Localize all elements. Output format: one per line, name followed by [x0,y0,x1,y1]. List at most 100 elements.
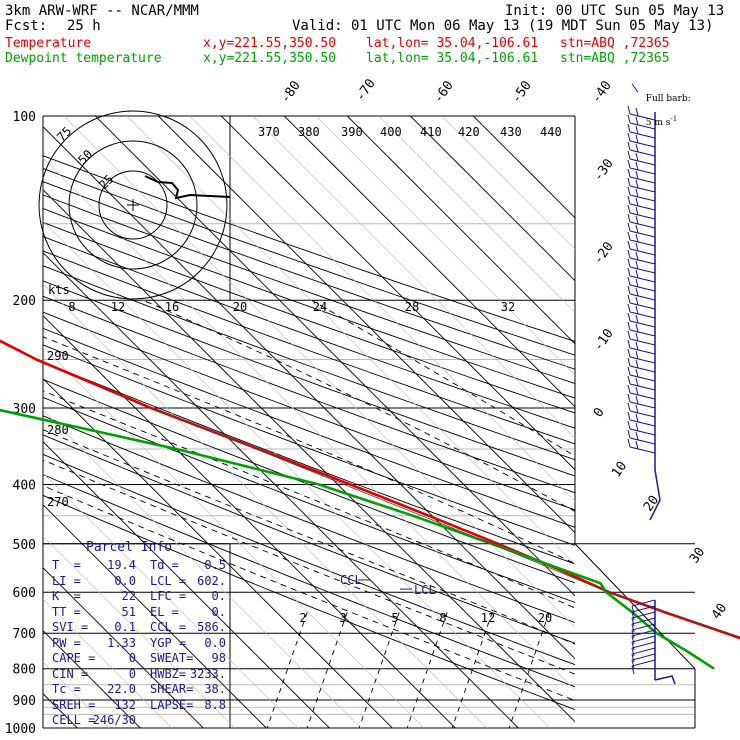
mixing-ratio-line-12 [451,609,494,728]
isotherm-label--80: -80 [278,78,304,106]
wind-barb [629,203,656,211]
temperature-legend-label: Temperature [5,36,92,51]
isotherm-label--20: -20 [591,239,617,267]
isotherm-label-20: 20 [641,493,662,514]
parcel-info-cell: LCL = [150,573,187,588]
wind-barb-flag [631,641,635,651]
isotherm-minor--55 [43,346,425,728]
wind-barb-flag [635,125,639,135]
parcel-info-cell: 586. [197,620,226,634]
dewpoint-trace [0,408,715,670]
wind-barb-flag [635,161,639,171]
wind-barb [631,635,656,643]
wind-barb-flag [635,341,639,351]
mixing-ratio-label-12: 12 [481,611,495,625]
isotherm--90 [43,567,204,728]
theta-label-440: 440 [540,125,562,139]
isotherm-20 [283,116,575,408]
wind-barb-flag [635,179,639,189]
wind-barb-flag [627,213,631,223]
moist-adiabat-30 [143,299,575,512]
wind-barb [629,257,656,265]
pressure-label-600: 600 [13,586,36,601]
wind-barb [631,599,656,607]
wind-barb-flag [627,141,631,151]
hodograph-trace [144,175,231,200]
isotherm--50 [43,315,456,728]
isotherm-label--40: -40 [589,78,615,106]
isotherm-minor--5 [126,116,575,565]
full-barb-legend: Full barb: 5 m s-1 [640,84,691,128]
wind-barb-flag [635,323,639,333]
hodograph-kts-label: kts [48,283,70,297]
valid-time: Valid: 01 UTC Mon 06 May 13 (19 MDT Sun … [292,18,714,34]
parcel-info-cell: SWEAT= [150,651,194,665]
wind-barb-flag [635,404,639,414]
wind-barb [631,617,656,625]
wind-barb-flag [627,312,631,322]
moist-adiabat--10 [43,459,575,675]
dry-adiabat-330 [43,344,575,546]
isotherm-label-30: 30 [687,545,708,566]
wind-barb-flag [631,623,635,633]
wind-barb [629,167,656,175]
wind-barb-flag [627,168,631,178]
wind-barb [629,446,656,454]
parcel-info-cell: 0.1 [114,620,136,634]
wind-barb-flag [631,659,635,669]
dry-adiabat-380 [43,265,575,461]
dry-adiabat-250 [43,494,575,711]
theta-label-410: 410 [420,125,442,139]
dry-adiabat-310 [43,378,575,584]
wind-barb-flag [635,332,639,342]
parcel-info-cell: 3233. [189,666,226,681]
wind-barb-flag [635,368,639,378]
parcel-info-cell: 51 [121,604,136,619]
pressure-label-700: 700 [13,627,36,642]
isotherm--40 [43,252,519,728]
parcel-info-cell: CIN = [52,666,89,681]
wind-barb-flag [635,413,639,423]
parcel-info-cell: 0.0 [114,573,136,588]
wind-barb [631,659,656,667]
wind-barb [629,365,656,373]
parcel-info-cell: LI = [52,573,81,588]
temperature-xy: x,y=221.55,350.50 [203,36,337,51]
parcel-info-cell: 8.8 [204,697,226,712]
wind-barb-flag [635,242,639,252]
dry-adiabat-410 [43,221,575,414]
wind-barb [629,140,656,148]
wind-barb-flag [627,348,631,358]
hodograph-ring-2 [68,140,198,270]
wind-barb-flag [635,377,639,387]
dry-adiabat-280 [43,434,575,644]
wind-barb-flag [627,357,631,367]
mixing-ratio-line-8 [406,609,449,728]
wind-barb-flag [635,305,639,315]
mixing-ratio-line-20 [508,609,551,728]
wind-barb [631,629,656,637]
parcel-path [154,407,740,638]
wind-barb [629,383,656,391]
parcel-info-cell: 22.0 [107,682,136,696]
wind-barb-flag [635,197,639,207]
mixing-ratio-line-5 [358,609,401,728]
wind-barb-flag [627,177,631,187]
theta-label-420: 420 [458,125,480,139]
wind-barb [629,122,656,130]
wind-barb-flag [631,647,635,657]
parcel-info-cell: SVI = [52,620,89,634]
parcel-info-cell: 0 [128,666,136,681]
wind-barb-flag [627,321,631,331]
isotherm-minor--75 [43,472,299,728]
isotherm--20 [43,126,575,660]
dry-adiabat-270 [43,453,575,666]
parcel-info-cell: PW = [52,635,81,650]
wind-barb [629,437,656,445]
isotherm--100 [43,630,141,728]
isotherm--60 [43,378,393,728]
temperature-latlon: lat,lon= 35.04,-106.61 [366,36,539,51]
full-barb-line1: Full barb: [645,94,691,104]
parcel-info-cell: 1.33 [107,635,136,650]
wind-barb-flag [627,114,631,124]
